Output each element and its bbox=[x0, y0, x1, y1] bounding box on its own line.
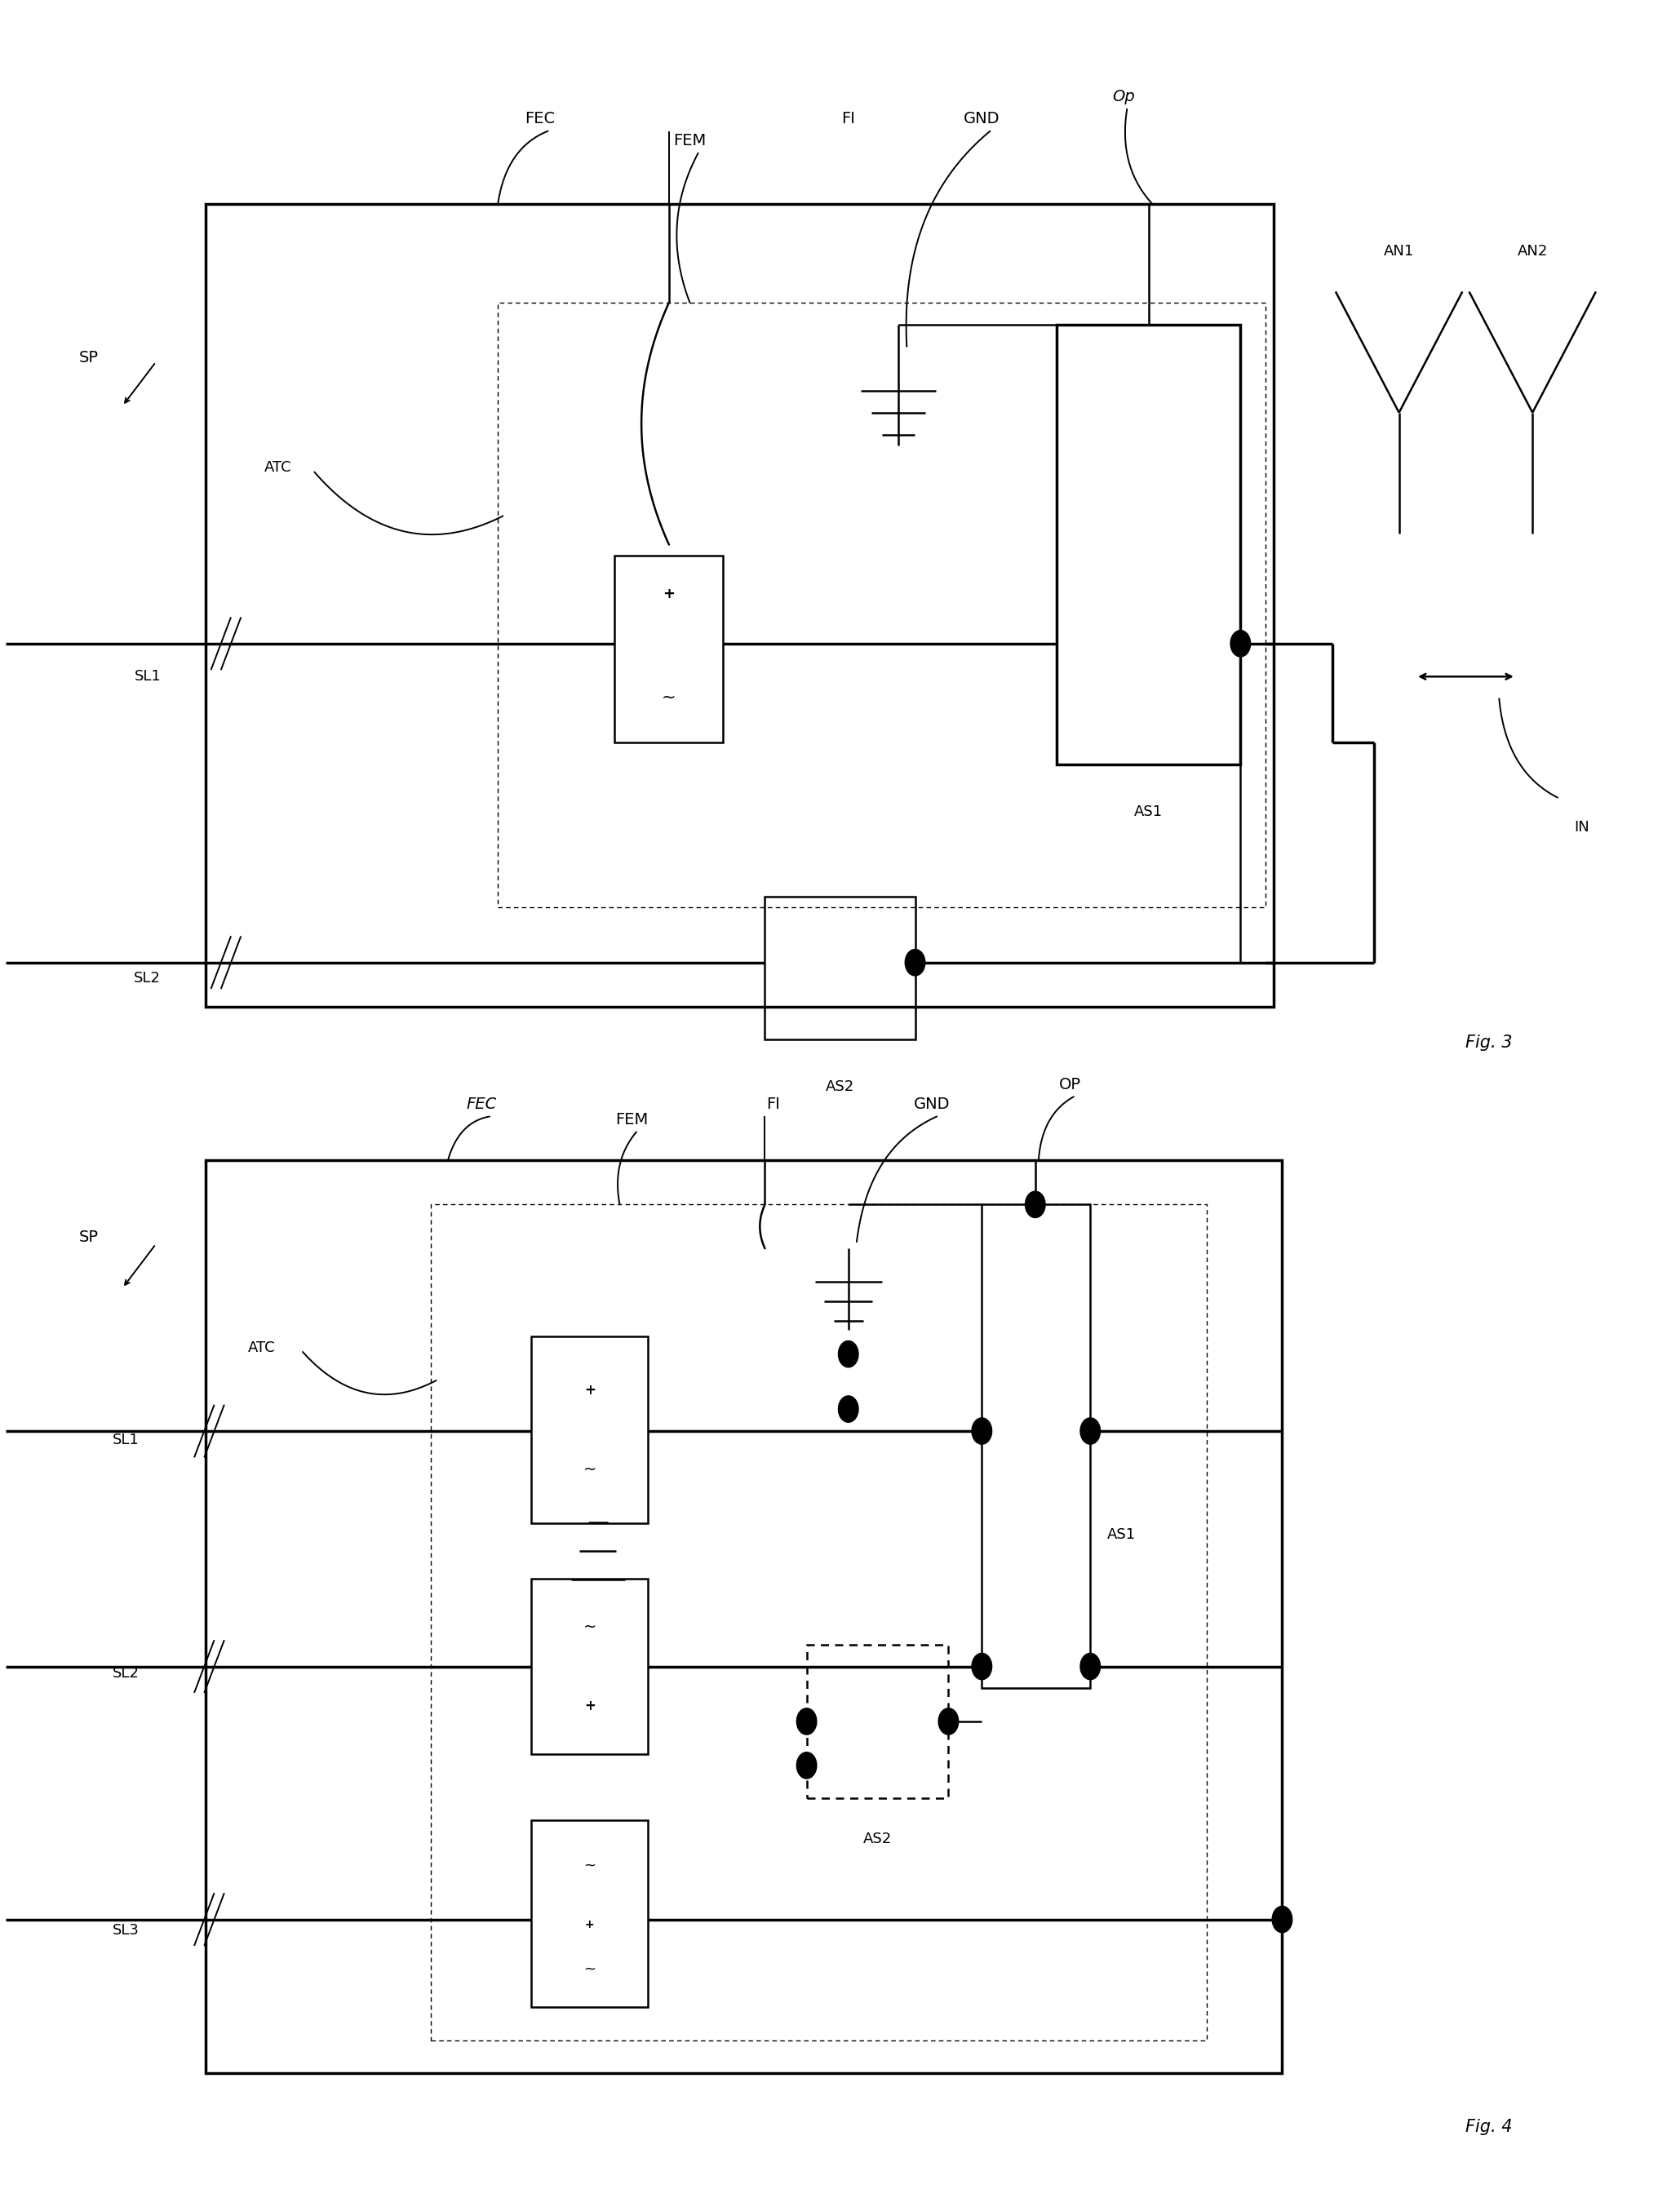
Circle shape bbox=[971, 1417, 991, 1444]
Text: SL2: SL2 bbox=[134, 971, 161, 986]
Circle shape bbox=[838, 1395, 858, 1422]
Bar bbox=[531, 1820, 648, 2008]
Bar bbox=[497, 303, 1265, 907]
Text: GND: GND bbox=[914, 1097, 949, 1112]
Bar bbox=[615, 555, 722, 743]
Text: AN1: AN1 bbox=[1384, 243, 1415, 259]
Text: Fig. 3: Fig. 3 bbox=[1465, 1035, 1512, 1050]
Text: AS1: AS1 bbox=[1107, 1528, 1136, 1541]
Text: ~: ~ bbox=[583, 1857, 596, 1873]
Text: +: + bbox=[585, 1919, 595, 1930]
Text: OP: OP bbox=[1060, 1077, 1082, 1092]
Bar bbox=[1057, 325, 1240, 765]
Text: FI: FI bbox=[766, 1097, 780, 1112]
Circle shape bbox=[1080, 1654, 1100, 1680]
Circle shape bbox=[796, 1751, 816, 1778]
Circle shape bbox=[971, 1654, 991, 1680]
Circle shape bbox=[838, 1340, 858, 1366]
Text: ATC: ATC bbox=[264, 460, 292, 475]
Circle shape bbox=[1272, 1906, 1292, 1932]
Text: +: + bbox=[585, 1698, 595, 1714]
Text: FEM: FEM bbox=[615, 1112, 648, 1128]
Bar bbox=[207, 203, 1273, 1006]
Text: AS2: AS2 bbox=[864, 1831, 892, 1846]
Text: SP: SP bbox=[79, 1229, 99, 1245]
Circle shape bbox=[1230, 630, 1250, 657]
Text: SL3: SL3 bbox=[113, 1924, 139, 1937]
Bar bbox=[764, 895, 916, 1039]
Text: ~: ~ bbox=[583, 1961, 596, 1977]
Bar bbox=[531, 1335, 648, 1523]
Text: Fig. 4: Fig. 4 bbox=[1465, 2118, 1512, 2136]
Text: ATC: ATC bbox=[247, 1340, 276, 1355]
Text: AS1: AS1 bbox=[1134, 805, 1163, 818]
Text: FEM: FEM bbox=[674, 133, 706, 148]
Text: ~: ~ bbox=[583, 1461, 596, 1477]
Text: IN: IN bbox=[1574, 820, 1589, 834]
Text: ~: ~ bbox=[662, 690, 675, 705]
Text: FI: FI bbox=[842, 111, 855, 126]
Bar bbox=[531, 1579, 648, 1753]
Text: ~: ~ bbox=[583, 1618, 596, 1634]
Text: SL1: SL1 bbox=[134, 670, 161, 683]
Text: Op: Op bbox=[1112, 88, 1136, 104]
Text: SL1: SL1 bbox=[113, 1433, 139, 1448]
Bar bbox=[207, 1161, 1282, 2074]
Text: +: + bbox=[664, 586, 675, 601]
Text: +: + bbox=[585, 1384, 595, 1397]
Bar bbox=[806, 1645, 949, 1798]
Circle shape bbox=[1080, 1417, 1100, 1444]
Circle shape bbox=[906, 949, 926, 975]
Text: FEC: FEC bbox=[524, 111, 554, 126]
Text: GND: GND bbox=[964, 111, 1000, 126]
Text: SP: SP bbox=[79, 349, 99, 365]
Circle shape bbox=[1025, 1192, 1045, 1218]
Circle shape bbox=[939, 1709, 959, 1736]
Bar bbox=[981, 1205, 1090, 1689]
Bar bbox=[432, 1205, 1208, 2041]
Text: AS2: AS2 bbox=[825, 1079, 855, 1094]
Circle shape bbox=[796, 1709, 816, 1736]
Text: AN2: AN2 bbox=[1517, 243, 1547, 259]
Text: FEC: FEC bbox=[465, 1097, 496, 1112]
Text: SL2: SL2 bbox=[113, 1665, 139, 1680]
